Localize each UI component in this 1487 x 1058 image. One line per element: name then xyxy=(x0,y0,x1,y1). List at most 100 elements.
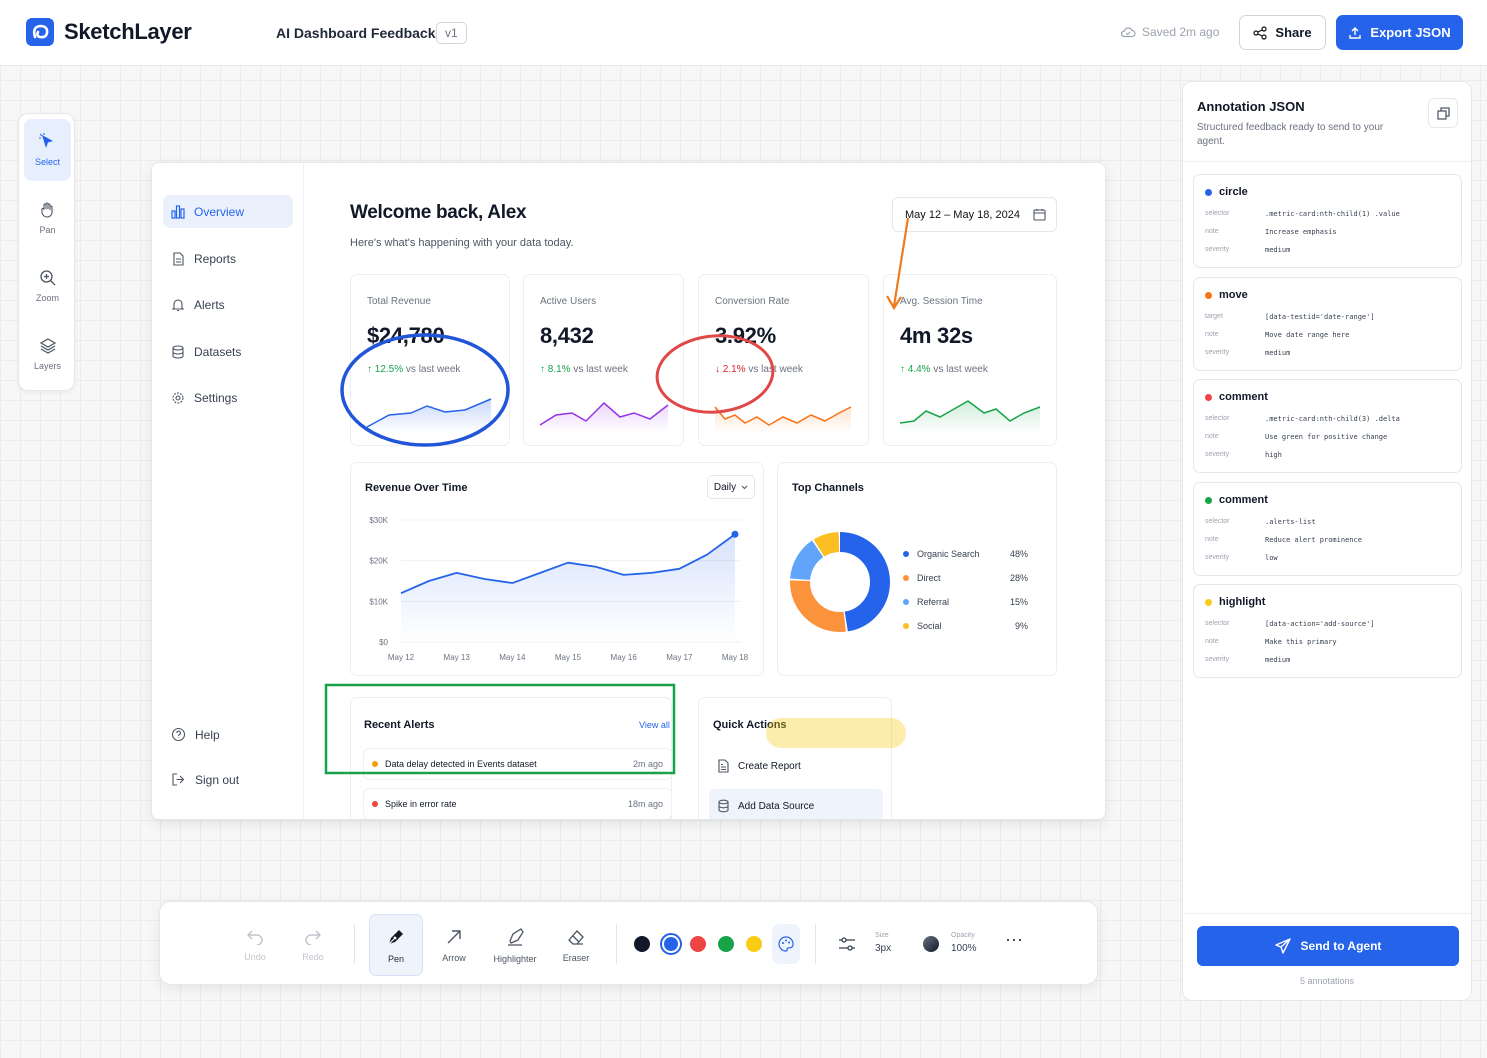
share-label: Share xyxy=(1275,25,1312,40)
export-json-button[interactable]: Export JSON xyxy=(1336,15,1463,50)
pen-tool-button[interactable]: Pen xyxy=(369,914,423,976)
calendar-icon xyxy=(1033,209,1046,221)
nav-label: Settings xyxy=(194,390,238,405)
color-swatch-yellow[interactable] xyxy=(746,936,762,952)
brand-name: SketchLayer xyxy=(64,19,192,44)
color-swatch-green[interactable] xyxy=(718,936,734,952)
metric-card-session[interactable]: Avg. Session Time 4m 32s ↑ 4.4% vs last … xyxy=(883,274,1057,446)
x-tick-label: May 12 xyxy=(388,653,415,662)
channels-donut-chart xyxy=(790,532,890,632)
select-tool[interactable]: Select xyxy=(24,119,71,181)
metric-label: Avg. Session Time xyxy=(900,296,983,307)
size-label: Size xyxy=(875,932,889,939)
tool-label: Zoom xyxy=(35,293,59,303)
logo-icon xyxy=(26,18,54,46)
annotation-count: 5 annotations xyxy=(1299,976,1355,986)
chevron-down-icon xyxy=(741,485,748,489)
tool-label: Pan xyxy=(39,225,56,235)
metric-card-conversion[interactable]: Conversion Rate 3.92% ↓ 2.1% vs last wee… xyxy=(698,274,869,446)
pan-tool[interactable]: Pan xyxy=(24,187,71,249)
nav-label: Overview xyxy=(194,204,245,219)
nav-item-settings[interactable]: Settings xyxy=(163,381,293,414)
document-icon xyxy=(173,251,184,266)
x-tick-label: May 16 xyxy=(611,653,638,662)
color-swatch-red[interactable] xyxy=(690,936,706,952)
color-palette-button[interactable] xyxy=(772,924,800,964)
period-select[interactable]: Daily xyxy=(707,475,755,499)
nav-item-reports[interactable]: Reports xyxy=(163,242,293,275)
annotation-entry[interactable]: highlight selector [data-action='add-sour… xyxy=(1193,584,1462,678)
tool-rail: Select Pan Zoom Layers xyxy=(18,113,75,391)
document-title[interactable]: AI Dashboard Feedback xyxy=(276,25,436,41)
share-button[interactable]: Share xyxy=(1239,15,1326,50)
nav-item-sign-out[interactable]: Sign out xyxy=(163,763,293,796)
date-range-picker[interactable]: May 12 – May 18, 2024 xyxy=(892,197,1057,232)
layers-tool[interactable]: Layers xyxy=(24,323,71,385)
zoom-icon xyxy=(39,270,55,286)
nav-item-help[interactable]: Help xyxy=(163,718,293,751)
sliders-icon[interactable] xyxy=(838,936,856,952)
metric-value: 8,432 xyxy=(540,323,594,348)
annotation-entry[interactable]: comment selector .alerts-list note Reduce … xyxy=(1193,482,1462,576)
save-status: Saved 2m ago xyxy=(1120,25,1219,39)
alert-row[interactable]: Spike in error rate 18m ago xyxy=(363,788,672,819)
hand-icon xyxy=(40,202,53,218)
pen-icon xyxy=(388,929,403,944)
add-data-source-action[interactable]: Add Data Source xyxy=(709,789,883,819)
color-swatch-black[interactable] xyxy=(634,936,650,952)
x-tick-label: May 14 xyxy=(499,653,526,662)
y-tick-label: $30K xyxy=(369,516,388,525)
metric-delta: ↑ 4.4% vs last week xyxy=(900,364,988,375)
x-tick-label: May 17 xyxy=(666,653,693,662)
annotation-entry[interactable]: comment selector .metric-card:nth-child(3… xyxy=(1193,379,1462,473)
annotation-entry[interactable]: circle selector .metric-card:nth-child(1)… xyxy=(1193,174,1462,268)
separator xyxy=(815,924,816,964)
metric-label: Conversion Rate xyxy=(715,296,790,307)
highlighter-tool-button[interactable]: Highlighter xyxy=(486,914,544,976)
metric-value: 4m 32s xyxy=(900,323,973,348)
alert-row[interactable]: Data delay detected in Events dataset 2m … xyxy=(363,748,672,780)
color-swatch-blue-selected[interactable] xyxy=(660,933,682,955)
create-report-action[interactable]: Create Report xyxy=(709,750,883,782)
nav-item-datasets[interactable]: Datasets xyxy=(163,335,293,368)
divider xyxy=(1183,913,1471,914)
arrow-tool-button[interactable]: Arrow xyxy=(427,914,481,976)
quick-actions-title: Quick Actions xyxy=(713,719,787,731)
nav-item-overview[interactable]: Overview xyxy=(163,195,293,228)
send-to-agent-button[interactable]: Send to Agent xyxy=(1197,926,1459,966)
metric-card-revenue[interactable]: Total Revenue $24,780 ↑ 12.5% vs last we… xyxy=(350,274,510,446)
copy-button[interactable] xyxy=(1428,98,1458,128)
layers-icon xyxy=(39,338,56,354)
y-tick-label: $20K xyxy=(369,557,388,566)
metric-delta: ↑ 12.5% vs last week xyxy=(367,364,461,375)
metric-card-users[interactable]: Active Users 8,432 ↑ 8.1% vs last week xyxy=(523,274,684,446)
nav-item-alerts[interactable]: Alerts xyxy=(163,288,293,321)
legend-item: Direct 28% xyxy=(903,573,1028,583)
metric-delta: ↑ 8.1% vs last week xyxy=(540,364,628,375)
share-icon xyxy=(1253,25,1268,40)
revenue-area xyxy=(401,534,735,642)
eraser-tool-button[interactable]: Eraser xyxy=(549,914,603,976)
palette-icon xyxy=(778,936,794,952)
recent-alerts-card: Recent Alerts View all Data delay detect… xyxy=(350,697,672,819)
x-tick-label: May 15 xyxy=(555,653,582,662)
send-icon xyxy=(1274,938,1291,954)
mockup-sidebar: Overview Reports Alerts Datasets Setting… xyxy=(152,163,304,819)
size-value[interactable]: 3px xyxy=(875,943,892,954)
x-tick-label: May 18 xyxy=(722,653,749,662)
opacity-value[interactable]: 100% xyxy=(951,943,977,954)
undo-button[interactable]: Undo xyxy=(228,914,282,976)
legend-item: Social 9% xyxy=(903,621,1028,631)
report-icon xyxy=(718,759,729,773)
view-all-link[interactable]: View all xyxy=(639,720,670,730)
redo-button[interactable]: Redo xyxy=(286,914,340,976)
x-tick-label: May 13 xyxy=(444,653,471,662)
annotation-panel: Annotation JSON Structured feedback read… xyxy=(1182,81,1472,1001)
more-options-icon[interactable]: ⋯ xyxy=(1005,930,1024,950)
version-badge[interactable]: v1 xyxy=(436,22,467,44)
tool-label: Layers xyxy=(33,361,61,371)
annotation-entry[interactable]: move target [data-testid='date-range'] no… xyxy=(1193,277,1462,371)
users-sparkline xyxy=(539,401,669,433)
zoom-tool[interactable]: Zoom xyxy=(24,255,71,317)
